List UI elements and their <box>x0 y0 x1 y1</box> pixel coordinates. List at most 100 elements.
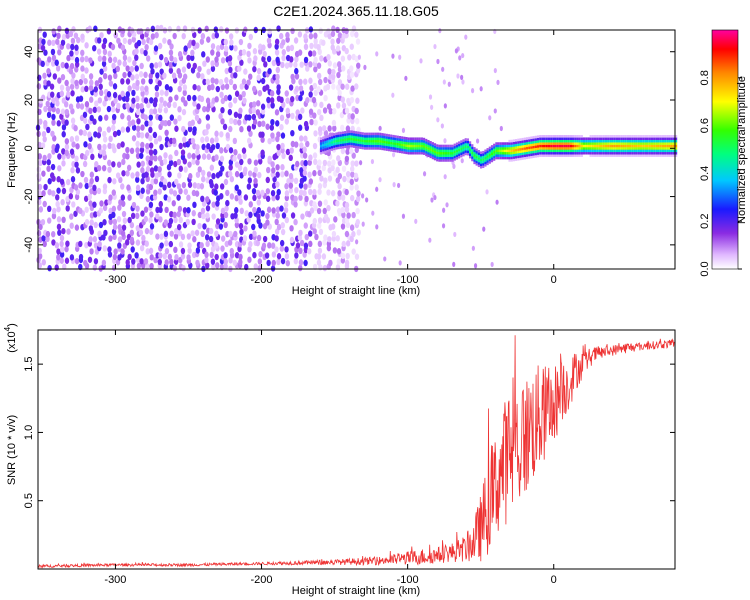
spectrogram-cell <box>174 254 179 261</box>
spectrogram-cell <box>192 126 197 133</box>
spectrogram-cell <box>135 239 141 246</box>
ridge-cell <box>661 149 665 153</box>
spectrogram-cell <box>270 161 275 168</box>
spectrogram-cell <box>191 210 196 217</box>
ridge-cell <box>462 144 465 147</box>
spectrogram-cell <box>70 77 75 85</box>
ridge-cell <box>519 140 522 144</box>
ridge-cell <box>596 151 599 155</box>
ridge-cell <box>655 142 658 145</box>
spectrogram-cell <box>294 186 299 194</box>
ridge-cell <box>519 152 522 156</box>
spectrogram-cell <box>36 172 41 180</box>
spectrogram-cell <box>55 100 60 107</box>
ridge-cell <box>558 154 562 157</box>
spectrogram-cell <box>210 258 216 265</box>
ridge-cell <box>642 139 645 143</box>
spectrogram-cell <box>130 74 135 81</box>
ridge-cell <box>613 137 616 141</box>
spectrogram-cell <box>78 95 84 102</box>
spectrogram-cell <box>337 89 342 97</box>
spectrogram-cell <box>112 130 118 138</box>
ridge-cell <box>438 154 441 157</box>
spectrogram-cell <box>247 256 252 263</box>
ridge-cell <box>453 155 456 159</box>
ridge-cell <box>534 135 537 139</box>
ridge-cell <box>488 146 491 150</box>
spectrogram-cell <box>61 153 66 160</box>
spectrogram-cell <box>303 78 308 85</box>
ridge-cell <box>324 143 327 146</box>
spectrogram-cell <box>168 240 174 248</box>
ridge-cell <box>504 142 507 145</box>
spectrogram-cell <box>192 236 197 243</box>
ridge-cell <box>464 152 467 156</box>
ridge-cell <box>646 154 649 157</box>
ridge-cell <box>453 145 456 149</box>
ridge-cell <box>642 154 645 157</box>
spectrogram-cell <box>452 261 456 267</box>
ridge-cell <box>593 144 597 148</box>
ridge-cell <box>567 139 570 143</box>
ridge-cell <box>499 156 502 160</box>
colorbar-tick-label: 0.4 <box>699 166 711 181</box>
spectrogram-cell <box>211 201 216 208</box>
spectrogram-cell <box>153 45 159 52</box>
spectrogram-cell <box>313 66 318 73</box>
spectrogram-cell <box>303 222 308 229</box>
spectrogram-cell <box>375 186 379 192</box>
ridge-cell <box>387 138 391 142</box>
ridge-cell <box>558 142 562 145</box>
ridge-cell <box>425 148 428 152</box>
spectrogram-cell <box>96 187 102 195</box>
spectrogram-cell <box>153 165 159 172</box>
ridge-cell <box>339 136 342 140</box>
ridge-cell <box>668 135 671 138</box>
ridge-cell <box>618 151 621 155</box>
spectrogram-cell <box>354 31 359 38</box>
spectrogram-cell <box>107 246 112 253</box>
ridge-cell <box>495 142 498 145</box>
ridge-cell <box>510 156 513 160</box>
spectrogram-cell <box>319 114 324 122</box>
ridge-cell <box>644 154 647 157</box>
ridge-cell <box>403 151 406 154</box>
ridge-cell <box>517 141 520 144</box>
ridge-cell <box>477 159 480 163</box>
ridge-cell <box>361 137 364 140</box>
spectrogram-cell <box>233 72 238 79</box>
spectrogram-cell <box>148 183 154 191</box>
ridge-cell <box>648 154 651 157</box>
spectrogram-cell <box>56 187 61 194</box>
spectrogram-cell <box>117 242 122 249</box>
ridge-cell <box>624 139 627 143</box>
ridge-cell <box>497 144 500 148</box>
spectrogram-cell <box>237 164 243 171</box>
spectrogram-cell <box>79 103 85 110</box>
spectrogram-cell <box>307 171 312 178</box>
ridge-cell <box>322 143 325 147</box>
ridge-cell <box>464 150 467 153</box>
spectrogram-cell <box>125 126 131 133</box>
spectrogram-cell <box>85 149 90 157</box>
spectrogram-cell <box>255 239 261 247</box>
spectrogram-cell <box>164 259 169 266</box>
ridge-cell <box>330 148 334 151</box>
spectrogram-cell <box>241 78 247 85</box>
spectrogram-cell <box>321 125 327 132</box>
ridge-cell <box>361 144 364 147</box>
spectrogram-cell <box>135 171 140 178</box>
spectrogram-cell <box>68 103 74 110</box>
ridge-cell <box>528 139 531 142</box>
ridge-cell <box>668 151 671 155</box>
ridge-cell <box>591 151 594 155</box>
spectrogram-cell <box>327 236 332 243</box>
spectrogram-cell <box>312 82 318 90</box>
ridge-cell <box>405 137 408 140</box>
bottom-x-ticks: -300 -200 -100 0 <box>104 330 557 586</box>
spectrogram-cell <box>205 114 211 121</box>
spectrogram-cell <box>260 210 265 217</box>
spectrogram-cell <box>288 61 293 68</box>
spectrogram-cell <box>214 183 219 190</box>
spectrogram-cell <box>54 264 59 271</box>
